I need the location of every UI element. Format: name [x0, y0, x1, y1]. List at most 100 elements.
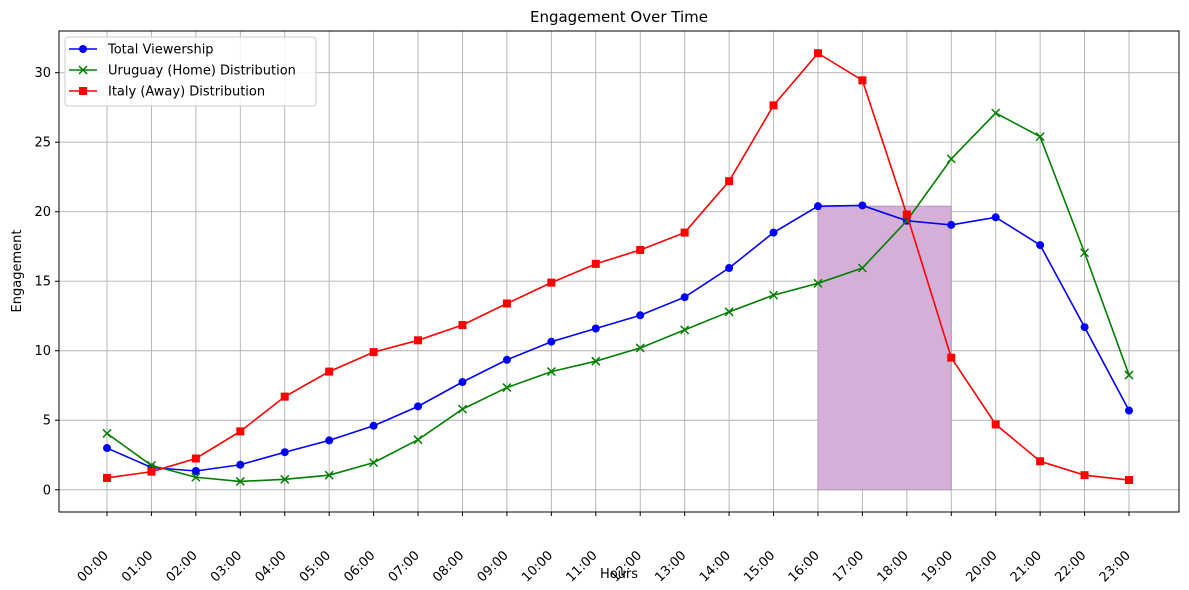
data-point — [325, 436, 334, 445]
data-point — [902, 210, 911, 219]
data-point — [1036, 241, 1045, 250]
data-point — [813, 202, 822, 211]
legend-swatch-marker — [78, 65, 88, 75]
data-point — [103, 444, 111, 453]
data-point — [858, 201, 867, 210]
data-point — [546, 367, 556, 377]
x-tick-label: 16:00 — [786, 548, 823, 585]
x-marker-stroke — [413, 435, 423, 445]
data-point — [547, 337, 556, 346]
plot-frame — [58, 30, 1180, 513]
data-point — [147, 467, 156, 476]
x-tick-label: 23:00 — [1097, 548, 1134, 585]
x-marker-stroke — [457, 404, 468, 414]
data-point — [813, 49, 822, 58]
x-marker-stroke — [680, 325, 690, 335]
series-2 — [102, 108, 1134, 486]
y-tick-label: 10 — [34, 344, 51, 359]
x-tick-label: 15:00 — [741, 548, 778, 585]
data-point — [414, 336, 423, 345]
data-point — [191, 454, 200, 463]
data-point — [458, 321, 467, 330]
data-point — [680, 228, 689, 237]
data-point — [1035, 132, 1045, 142]
data-point — [502, 355, 511, 364]
legend: Total Viewership Uruguay (Home) Distribut… — [64, 36, 317, 107]
y-axis-label: Engagement — [10, 230, 25, 313]
data-point — [236, 460, 245, 469]
x-tick-label: 00:00 — [75, 548, 112, 585]
x-marker-stroke — [724, 307, 734, 317]
y-tick-label: 15 — [34, 275, 51, 290]
data-point — [1080, 471, 1089, 480]
data-point — [369, 421, 378, 430]
data-point — [725, 264, 734, 273]
data-point — [1080, 248, 1090, 258]
x-marker-stroke — [546, 367, 556, 377]
data-point — [102, 428, 112, 438]
data-point — [280, 448, 289, 457]
data-point — [991, 108, 1001, 118]
x-marker-stroke — [991, 108, 1001, 118]
data-point — [324, 470, 334, 480]
series-line — [106, 52, 1130, 481]
data-point — [947, 220, 956, 229]
x-marker-stroke — [1035, 132, 1045, 142]
y-tick-label: 30 — [34, 66, 51, 81]
data-point — [235, 476, 245, 486]
data-point — [103, 473, 111, 482]
data-point — [813, 278, 823, 288]
data-point — [725, 177, 734, 186]
data-point — [369, 458, 379, 468]
x-marker-stroke — [502, 383, 512, 393]
x-tick-label: 13:00 — [652, 548, 689, 585]
highlight-layer — [817, 205, 952, 491]
legend-label: Uruguay (Home) Distribution — [108, 64, 296, 79]
x-tick-label: 03:00 — [208, 548, 245, 585]
highlight-region — [817, 205, 952, 491]
data-point — [591, 259, 600, 268]
data-point — [191, 472, 201, 482]
data-point — [280, 474, 290, 484]
x-tick-label: 17:00 — [830, 548, 867, 585]
data-point — [991, 213, 1000, 222]
x-tick-label: 09:00 — [475, 548, 512, 585]
x-axis-label: Hours — [600, 567, 638, 582]
x-tick-label: 02:00 — [164, 548, 201, 585]
x-tick-label: 06:00 — [341, 548, 378, 585]
series-3 — [103, 49, 1133, 485]
data-point — [414, 402, 423, 411]
data-point — [458, 378, 467, 387]
x-tick-label: 10:00 — [519, 548, 556, 585]
x-marker-stroke — [768, 290, 779, 300]
data-point — [547, 278, 556, 287]
data-point — [858, 76, 867, 85]
data-point — [947, 353, 956, 362]
legend-label: Total Viewership — [107, 43, 214, 58]
x-marker-stroke — [1124, 370, 1134, 380]
data-point — [236, 427, 245, 436]
data-point — [680, 293, 689, 302]
data-point — [857, 263, 867, 273]
x-marker-stroke — [235, 476, 245, 486]
data-point — [724, 307, 734, 317]
x-tick-label: 04:00 — [252, 548, 289, 585]
data-point — [1080, 323, 1089, 332]
y-tick-label: 25 — [34, 136, 51, 151]
x-marker-stroke — [191, 472, 201, 482]
data-point — [502, 383, 512, 393]
x-marker-stroke — [635, 343, 645, 353]
data-point — [457, 404, 468, 414]
data-point — [191, 466, 200, 475]
data-point — [680, 325, 690, 335]
x-tick-label: 05:00 — [297, 548, 334, 585]
data-point — [413, 435, 423, 445]
chart-title: Engagement Over Time — [530, 8, 708, 26]
data-point — [1036, 457, 1045, 466]
x-marker-stroke — [369, 458, 379, 468]
data-point — [369, 348, 378, 357]
x-marker-stroke — [591, 356, 601, 366]
x-tick-label: 07:00 — [386, 548, 423, 585]
data-point — [591, 324, 600, 333]
